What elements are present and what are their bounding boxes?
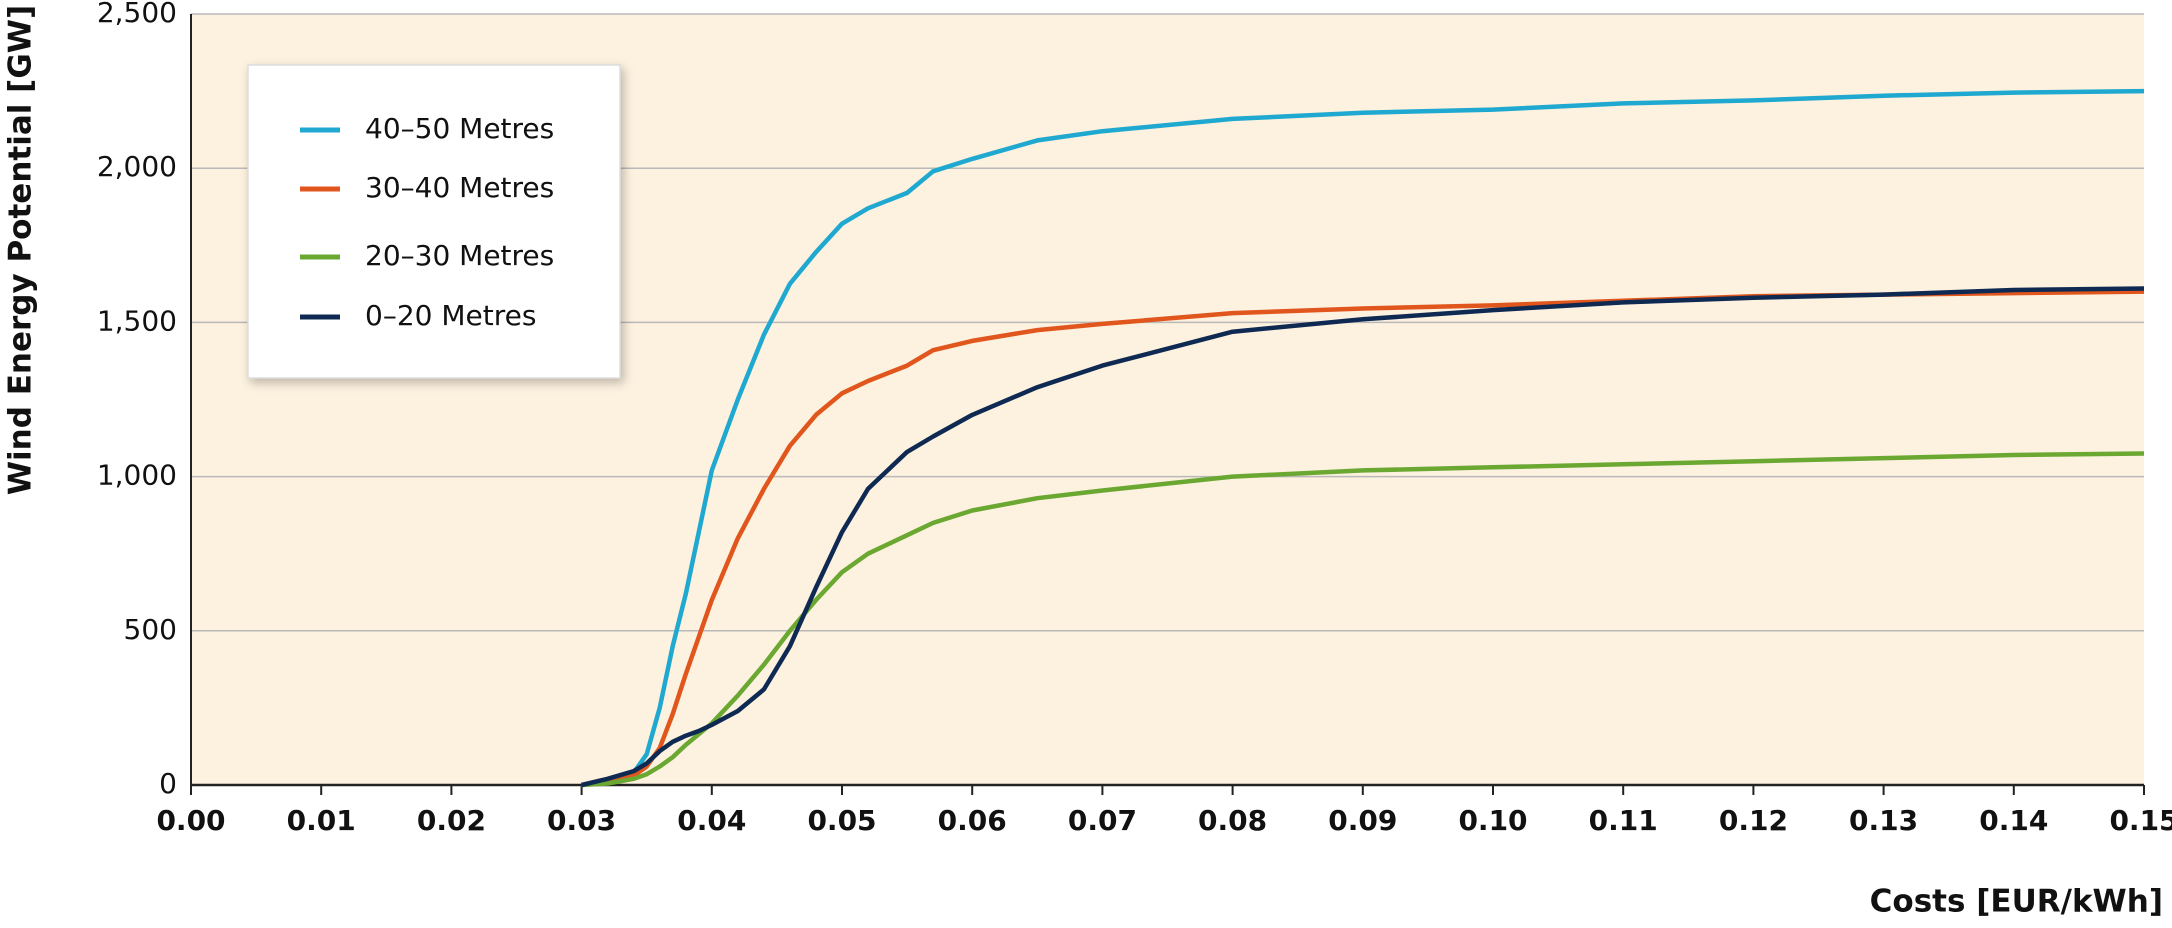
legend: 40–50 Metres 30–40 Metres 20–30 Metres 0–20… [247, 64, 621, 379]
y-tick-label: 2,000 [97, 150, 177, 183]
x-axis-title: Costs [EUR/kWh] [1870, 884, 2163, 920]
series-line [581, 451, 2145, 788]
y-tick-label: 500 [124, 613, 177, 646]
x-tick-label: 0.05 [807, 804, 876, 837]
x-tick-label: 0.01 [287, 804, 356, 837]
series-line [581, 286, 2145, 788]
y-tick-label: 1,000 [97, 459, 177, 492]
legend-label: 30–40 Metres [365, 171, 554, 204]
x-tick-label: 0.13 [1849, 804, 1918, 837]
x-tick-label: 0.04 [677, 804, 746, 837]
x-tick-label: 0.07 [1068, 804, 1137, 837]
x-tick-label: 0.12 [1719, 804, 1788, 837]
y-tick-label: 0 [159, 767, 177, 800]
x-tick-label: 0.00 [156, 804, 225, 837]
x-tick-label: 0.09 [1328, 804, 1397, 837]
x-tick-label: 0.10 [1458, 804, 1527, 837]
y-axis-title: Wind Energy Potential [GW] [3, 5, 39, 495]
x-tick-label: 0.11 [1589, 804, 1658, 837]
x-tick-label: 0.03 [547, 804, 616, 837]
legend-box [247, 64, 621, 379]
y-tick-label: 1,500 [97, 304, 177, 337]
legend-label: 40–50 Metres [365, 112, 554, 145]
series-line [581, 88, 2145, 788]
legend-label: 20–30 Metres [365, 239, 554, 272]
legend-label: 0–20 Metres [365, 299, 536, 332]
x-tick-label: 0.15 [2109, 804, 2172, 837]
x-tick-label: 0.14 [1979, 804, 2048, 837]
series-line [581, 289, 2145, 788]
x-tick-label: 0.08 [1198, 804, 1267, 837]
x-tick-label: 0.02 [417, 804, 486, 837]
x-tick-label: 0.06 [938, 804, 1007, 837]
y-tick-label: 2,500 [97, 0, 177, 29]
